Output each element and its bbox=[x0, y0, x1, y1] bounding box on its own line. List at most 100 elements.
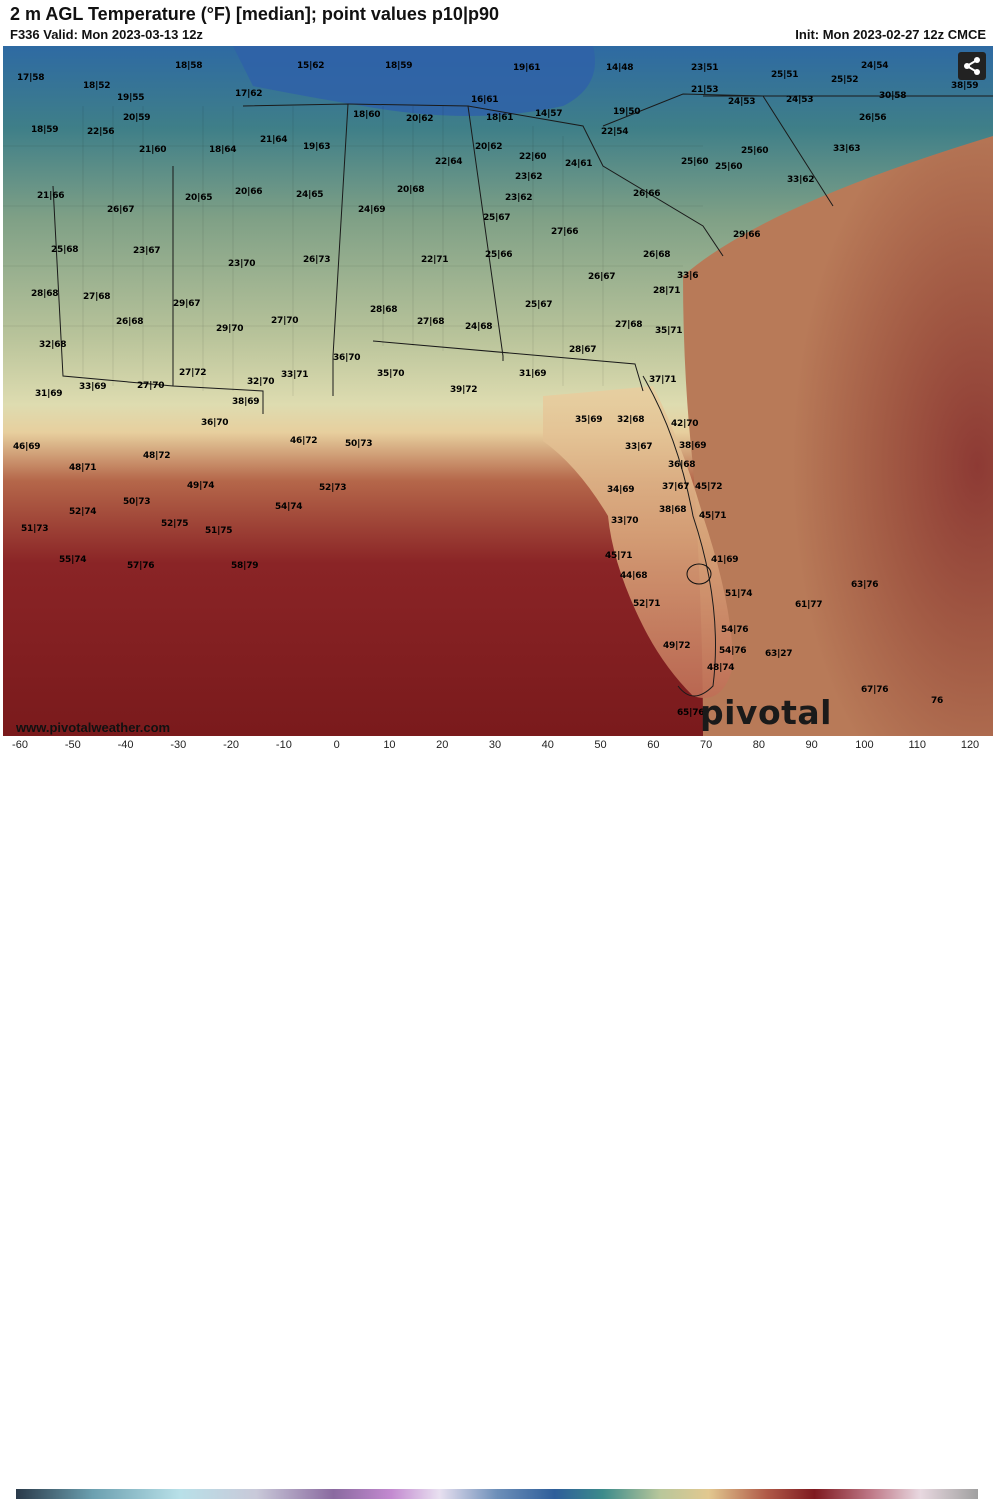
point-value: 20|62 bbox=[475, 142, 503, 152]
point-value: 35|69 bbox=[575, 415, 603, 425]
point-value: 21|60 bbox=[139, 145, 167, 155]
point-value: 20|66 bbox=[235, 187, 263, 197]
point-value: 33|62 bbox=[787, 175, 815, 185]
point-value: 33|71 bbox=[281, 370, 309, 380]
point-value: 54|74 bbox=[275, 502, 303, 512]
point-value: 27|70 bbox=[137, 381, 165, 391]
colorbar-tick-label: -50 bbox=[64, 739, 81, 751]
point-value: 50|73 bbox=[345, 439, 373, 449]
point-value: 45|72 bbox=[695, 482, 723, 492]
point-value: 21|53 bbox=[691, 85, 719, 95]
point-value: 34|69 bbox=[607, 485, 635, 495]
point-value: 20|65 bbox=[185, 193, 213, 203]
point-value: 32|68 bbox=[39, 340, 67, 350]
point-value: 25|60 bbox=[715, 162, 743, 172]
temperature-map[interactable]: 17|58 18|58 15|62 18|59 19|61 14|48 23|51 25|51… bbox=[3, 46, 993, 736]
point-value: 52|71 bbox=[633, 599, 661, 609]
point-value: 26|67 bbox=[588, 272, 616, 282]
point-value: 18|58 bbox=[175, 61, 203, 71]
point-value: 63|27 bbox=[765, 649, 793, 659]
point-value: 33|69 bbox=[79, 382, 107, 392]
point-value: 38|69 bbox=[679, 441, 707, 451]
point-value: 38|69 bbox=[232, 397, 260, 407]
point-value: 26|67 bbox=[107, 205, 135, 215]
point-value: 58|79 bbox=[231, 561, 259, 571]
point-value: 36|70 bbox=[333, 353, 361, 363]
point-value: 31|69 bbox=[35, 389, 63, 399]
point-value: 17|62 bbox=[235, 89, 263, 99]
point-value: 28|71 bbox=[653, 286, 681, 296]
point-value: 19|50 bbox=[613, 107, 641, 117]
point-value: 61|77 bbox=[795, 600, 823, 610]
point-value: 32|70 bbox=[247, 377, 275, 387]
point-value: 27|70 bbox=[271, 316, 299, 326]
point-value: 24|53 bbox=[786, 95, 814, 105]
point-value: 36|68 bbox=[668, 460, 696, 470]
colorbar-tick-label: -10 bbox=[275, 739, 292, 751]
point-value: 22|60 bbox=[519, 152, 547, 162]
point-value: 45|71 bbox=[605, 551, 633, 561]
point-value: 22|54 bbox=[601, 127, 629, 137]
point-value: 22|56 bbox=[87, 127, 115, 137]
point-value: 26|68 bbox=[116, 317, 144, 327]
colorbar-tick-label: 120 bbox=[960, 739, 980, 751]
colorbar-tick-label: 10 bbox=[383, 739, 396, 751]
point-value: 17|58 bbox=[17, 73, 45, 83]
point-value: 33|6 bbox=[677, 271, 699, 281]
point-value: 18|59 bbox=[385, 61, 413, 71]
point-value: 41|69 bbox=[711, 555, 739, 565]
point-value: 20|62 bbox=[406, 114, 434, 124]
point-value: 23|62 bbox=[505, 193, 533, 203]
colorbar-tick-label: -20 bbox=[223, 739, 240, 751]
point-value: 37|71 bbox=[649, 375, 677, 385]
colorbar-tick-label: -40 bbox=[117, 739, 134, 751]
point-value: 51|75 bbox=[205, 526, 233, 536]
colorbar-tick-label: 40 bbox=[541, 739, 554, 751]
colorbar: -60 -50 -40 -30 -20 -10 0 10 20 30 40 50 60 70 80 90 100… bbox=[0, 736, 1000, 1499]
point-value: 25|68 bbox=[51, 245, 79, 255]
point-value: 42|70 bbox=[671, 419, 699, 429]
point-value: 51|73 bbox=[21, 524, 49, 534]
point-value: 44|68 bbox=[620, 571, 648, 581]
point-value: 39|72 bbox=[450, 385, 478, 395]
point-value: 30|58 bbox=[879, 91, 907, 101]
point-value: 37|67 bbox=[662, 482, 690, 492]
point-value: 26|66 bbox=[633, 189, 661, 199]
point-value: 19|61 bbox=[513, 63, 541, 73]
share-button[interactable] bbox=[958, 52, 986, 80]
point-value: 16|61 bbox=[471, 95, 499, 105]
colorbar-tick-label: 30 bbox=[488, 739, 502, 751]
point-value: 21|66 bbox=[37, 191, 65, 201]
colorbar-tick-label: 90 bbox=[805, 739, 818, 751]
point-value: 50|73 bbox=[123, 497, 151, 507]
point-value: 35|71 bbox=[655, 326, 683, 336]
point-value: 57|76 bbox=[127, 561, 155, 571]
point-value: 24|53 bbox=[728, 97, 756, 107]
point-value: 28|68 bbox=[31, 289, 59, 299]
point-value: 25|67 bbox=[525, 300, 553, 310]
point-value: 24|54 bbox=[861, 61, 889, 71]
colorbar-tick-label: 110 bbox=[908, 739, 926, 751]
point-value: 63|76 bbox=[851, 580, 879, 590]
point-value: 24|61 bbox=[565, 159, 593, 169]
point-value: 24|68 bbox=[465, 322, 493, 332]
point-value: 14|48 bbox=[606, 63, 634, 73]
point-value: 48|72 bbox=[143, 451, 171, 461]
point-value: 35|70 bbox=[377, 369, 405, 379]
point-value: 49|74 bbox=[187, 481, 215, 491]
point-value: 28|67 bbox=[569, 345, 597, 355]
point-value: 54|76 bbox=[719, 646, 747, 656]
website-url[interactable]: www.pivotalweather.com bbox=[16, 720, 171, 735]
point-value: 29|66 bbox=[733, 230, 761, 240]
point-value: 19|63 bbox=[303, 142, 331, 152]
point-value: 33|63 bbox=[833, 144, 861, 154]
point-value: 15|62 bbox=[297, 61, 325, 71]
point-value: 51|74 bbox=[725, 589, 753, 599]
colorbar-gradient bbox=[16, 1489, 978, 1499]
point-value: 25|66 bbox=[485, 250, 513, 260]
point-value: 29|70 bbox=[216, 324, 244, 334]
point-value: 14|57 bbox=[535, 109, 563, 119]
colorbar-tick-label: 100 bbox=[855, 739, 874, 751]
point-value: 18|60 bbox=[353, 110, 381, 120]
point-value: 31|69 bbox=[519, 369, 547, 379]
